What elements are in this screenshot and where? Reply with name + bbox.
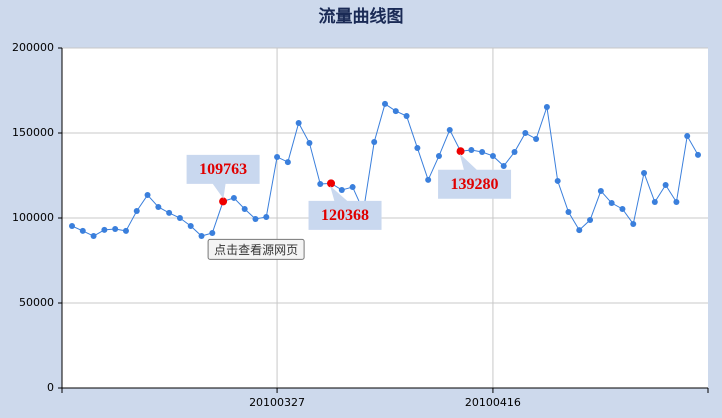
point bbox=[662, 182, 669, 189]
point bbox=[576, 227, 583, 234]
point bbox=[295, 119, 302, 126]
callout-box bbox=[438, 153, 512, 199]
point bbox=[511, 149, 518, 156]
point bbox=[587, 217, 594, 224]
point bbox=[176, 215, 183, 221]
point bbox=[403, 113, 410, 119]
point bbox=[533, 135, 540, 142]
point bbox=[673, 199, 680, 206]
point bbox=[597, 187, 604, 194]
point bbox=[695, 151, 701, 158]
point bbox=[144, 192, 151, 199]
point bbox=[101, 226, 108, 233]
point bbox=[489, 152, 496, 159]
point bbox=[543, 103, 550, 110]
point bbox=[414, 144, 421, 151]
point bbox=[371, 139, 378, 146]
point bbox=[684, 133, 691, 140]
point bbox=[382, 100, 388, 107]
point bbox=[446, 126, 453, 133]
point bbox=[112, 226, 119, 233]
callout-label: 139280 bbox=[451, 176, 499, 193]
point bbox=[554, 177, 561, 184]
point bbox=[619, 205, 626, 212]
point bbox=[522, 130, 529, 136]
point bbox=[306, 140, 313, 147]
x-tick-label: 20100416 bbox=[465, 396, 521, 409]
y-tick-label: 0 bbox=[47, 381, 54, 394]
point bbox=[479, 149, 486, 156]
y-tick-label: 100000 bbox=[12, 211, 54, 224]
point bbox=[435, 152, 442, 159]
highlight-point[interactable] bbox=[327, 179, 336, 188]
x-tick-label: 20100327 bbox=[249, 396, 305, 409]
highlight-point[interactable] bbox=[219, 197, 228, 206]
point bbox=[252, 216, 259, 223]
point bbox=[155, 203, 162, 210]
point bbox=[133, 208, 140, 215]
chart-title: 流量曲线图 bbox=[319, 6, 404, 27]
point bbox=[641, 169, 648, 176]
point bbox=[90, 233, 97, 240]
point bbox=[230, 194, 237, 201]
point bbox=[317, 181, 324, 187]
point bbox=[349, 184, 356, 191]
point bbox=[198, 233, 205, 240]
point bbox=[500, 162, 507, 169]
point bbox=[69, 222, 75, 229]
point bbox=[608, 200, 615, 207]
tooltip-text: 点击查看源网页 bbox=[214, 243, 298, 257]
callout-box bbox=[308, 185, 382, 230]
y-tick-label: 150000 bbox=[12, 126, 54, 139]
point bbox=[425, 176, 432, 183]
y-tick-label: 50000 bbox=[19, 296, 54, 309]
callout-label: 120368 bbox=[321, 207, 369, 224]
highlight-point[interactable] bbox=[456, 147, 465, 156]
point bbox=[338, 186, 345, 193]
callout-box bbox=[186, 154, 260, 199]
point bbox=[241, 205, 248, 212]
point bbox=[651, 199, 658, 206]
point bbox=[263, 213, 270, 220]
point bbox=[468, 147, 475, 153]
point bbox=[209, 229, 216, 236]
y-tick-label: 200000 bbox=[12, 41, 54, 54]
point bbox=[187, 222, 194, 229]
point bbox=[166, 209, 173, 216]
point bbox=[122, 227, 129, 234]
point bbox=[392, 108, 399, 115]
point bbox=[565, 209, 572, 216]
point bbox=[274, 153, 281, 160]
tooltip-box bbox=[207, 238, 305, 260]
point bbox=[284, 159, 291, 166]
point bbox=[630, 220, 637, 227]
point bbox=[79, 227, 86, 234]
callout-label: 109763 bbox=[199, 161, 247, 178]
